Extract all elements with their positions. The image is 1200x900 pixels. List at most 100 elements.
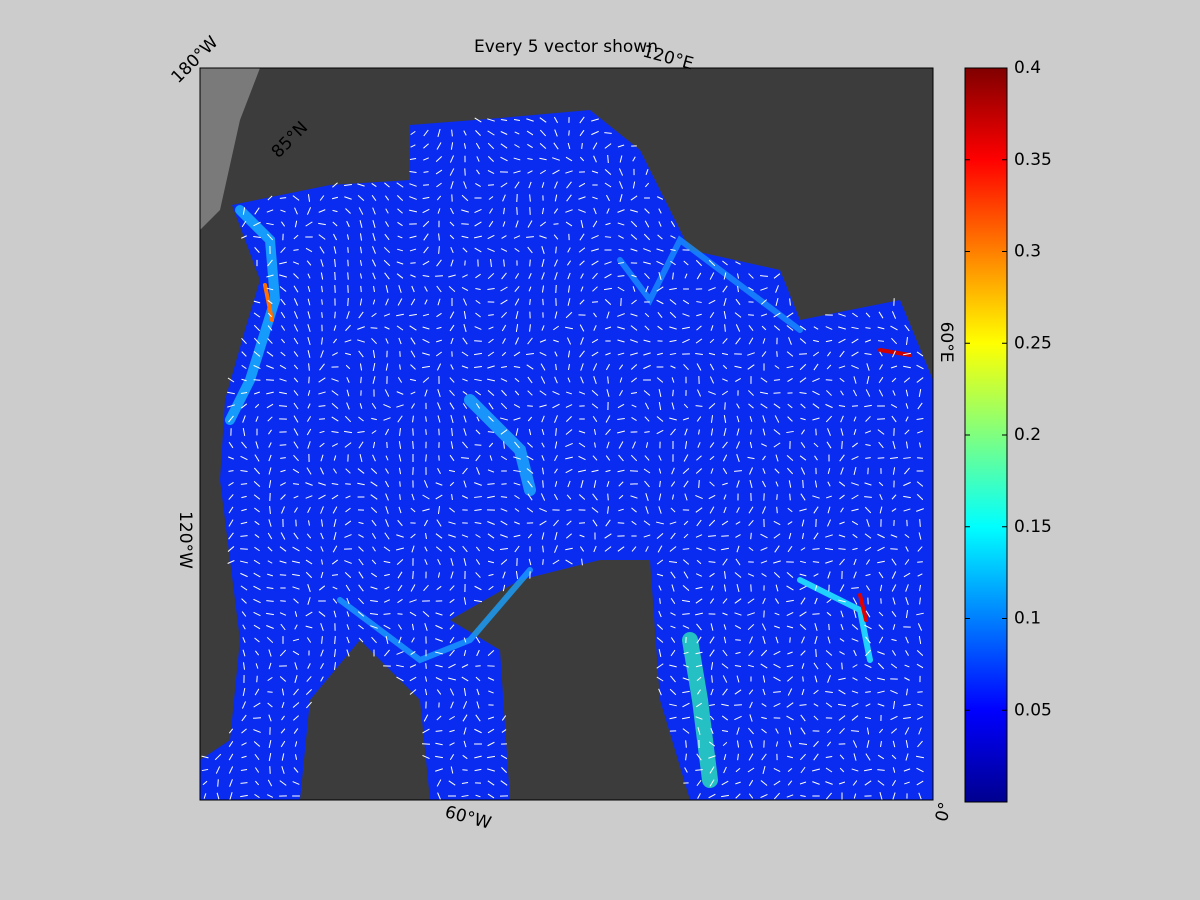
vector	[644, 402, 650, 410]
vector	[385, 298, 389, 306]
vector	[813, 689, 819, 695]
vector	[723, 415, 727, 423]
vector	[891, 558, 897, 566]
vector	[878, 624, 884, 630]
vector	[656, 416, 664, 422]
vector	[410, 391, 416, 395]
vector	[398, 467, 402, 475]
vector	[865, 573, 871, 577]
vector	[228, 741, 234, 747]
vector	[539, 507, 547, 513]
vector	[487, 247, 495, 253]
vector	[643, 364, 651, 370]
vector	[721, 780, 729, 786]
vector	[904, 324, 910, 332]
vector	[774, 598, 780, 604]
vector	[722, 364, 728, 370]
vector	[773, 379, 781, 381]
vector	[591, 248, 599, 252]
vector	[800, 493, 806, 501]
vector	[592, 455, 598, 461]
vector	[669, 311, 677, 319]
vector	[448, 546, 456, 552]
tick-label: 0.3	[1014, 242, 1041, 262]
vector	[267, 259, 273, 267]
vector	[553, 116, 559, 124]
vector	[384, 272, 390, 280]
vector	[554, 272, 558, 280]
vector	[307, 441, 311, 449]
vector	[853, 467, 857, 475]
vector	[513, 482, 521, 486]
vector	[307, 194, 311, 202]
vector	[681, 716, 691, 720]
vector	[554, 129, 558, 137]
vector	[435, 677, 443, 681]
vector	[630, 220, 638, 228]
vector	[529, 259, 531, 267]
vector	[371, 533, 377, 539]
vector	[267, 233, 273, 241]
vector	[631, 274, 637, 278]
map-label: 60°W	[443, 802, 494, 834]
vector	[736, 507, 740, 513]
vector	[786, 325, 794, 331]
vector	[916, 493, 924, 501]
vector	[826, 598, 832, 604]
vector	[541, 259, 545, 267]
vector	[839, 521, 845, 525]
vector	[280, 469, 286, 473]
vector	[334, 311, 336, 319]
vector	[722, 378, 728, 382]
vector	[580, 337, 584, 345]
vector	[425, 416, 427, 422]
vector	[877, 690, 885, 694]
vector	[905, 740, 909, 748]
vector	[814, 675, 818, 683]
vector	[905, 441, 909, 449]
vector	[773, 533, 781, 539]
vector	[463, 298, 467, 306]
vector	[565, 559, 573, 565]
vector	[734, 365, 742, 369]
vector	[422, 313, 430, 317]
vector	[399, 494, 401, 500]
vector	[501, 351, 507, 357]
vector	[539, 129, 547, 137]
vector	[773, 691, 781, 693]
vector	[384, 389, 390, 397]
vector	[542, 545, 544, 553]
vector	[916, 377, 924, 383]
vector	[799, 781, 807, 785]
vector	[891, 611, 897, 617]
vector	[682, 338, 690, 344]
vector	[539, 143, 547, 149]
vector	[852, 389, 858, 397]
vector	[722, 260, 728, 266]
vector	[734, 665, 742, 667]
vector	[840, 467, 844, 475]
vector	[864, 624, 872, 630]
vector	[708, 299, 716, 305]
vector	[631, 377, 637, 383]
vector	[917, 430, 923, 434]
vector	[800, 794, 806, 798]
vector	[865, 585, 871, 591]
vector	[268, 454, 272, 462]
vector	[410, 507, 416, 513]
vector	[891, 377, 897, 383]
vector	[736, 740, 740, 748]
vector	[372, 441, 376, 449]
vector	[554, 454, 558, 462]
vector	[266, 587, 274, 589]
vector	[541, 442, 545, 448]
vector	[811, 768, 821, 772]
vector	[475, 130, 481, 136]
vector	[461, 676, 469, 682]
vector	[358, 521, 364, 525]
vector	[240, 585, 248, 591]
vector	[307, 350, 311, 358]
vector	[747, 598, 755, 604]
vector	[529, 324, 531, 332]
vector	[359, 220, 363, 228]
